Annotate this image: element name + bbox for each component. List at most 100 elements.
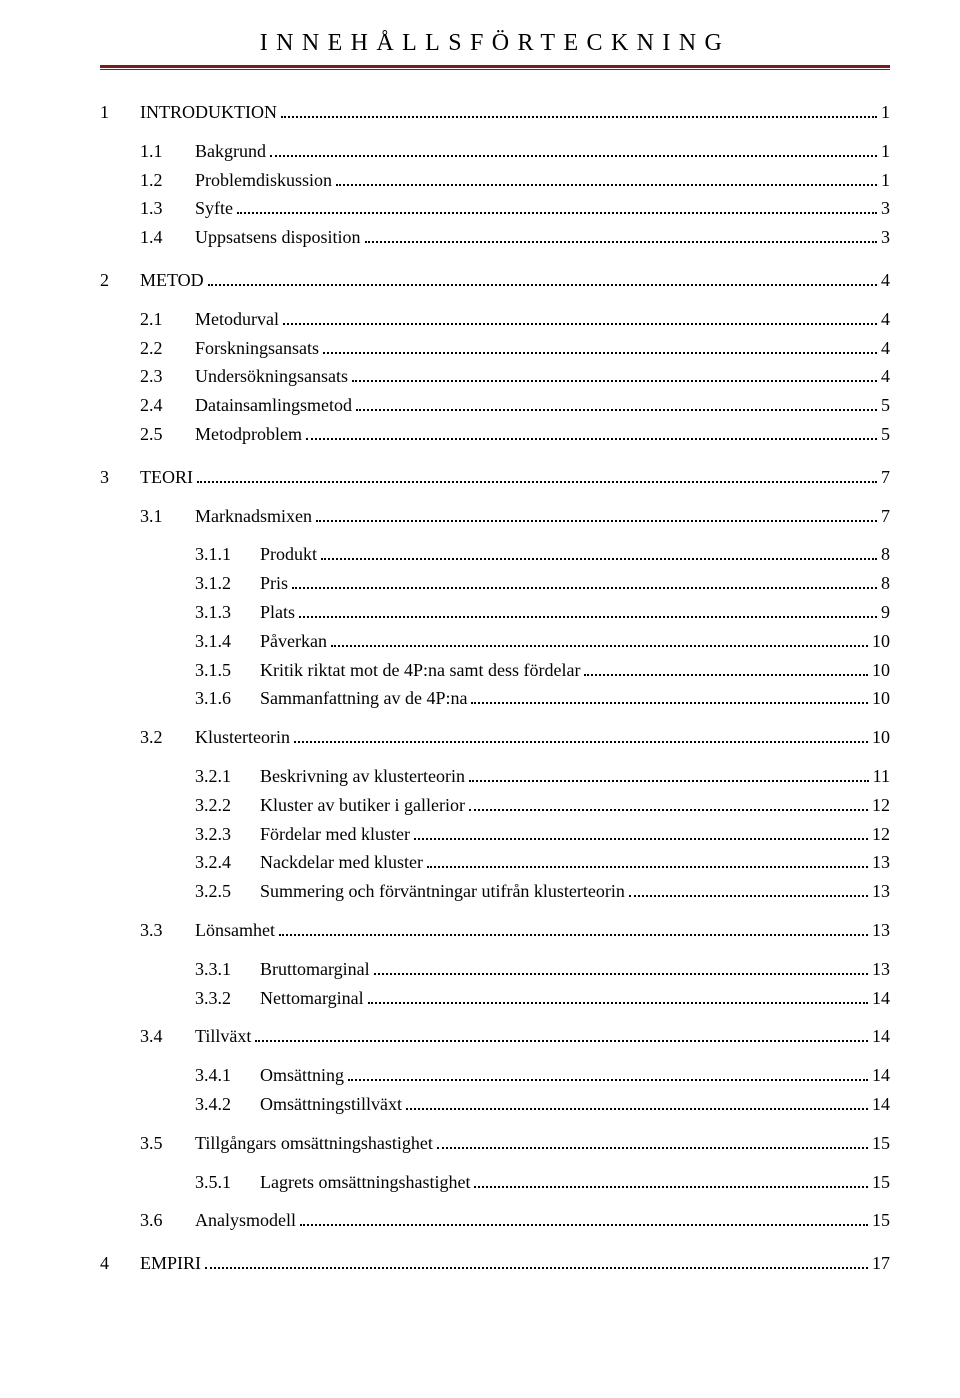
toc-page: 15 bbox=[872, 1168, 890, 1197]
toc-page: 3 bbox=[881, 223, 890, 252]
toc-number: 2.2 bbox=[140, 334, 195, 363]
toc-page: 8 bbox=[881, 540, 890, 569]
toc-label: Omsättning bbox=[260, 1061, 344, 1090]
dot-leader bbox=[283, 307, 877, 325]
toc-page: 11 bbox=[873, 762, 890, 791]
toc-label: TEORI bbox=[140, 463, 193, 492]
dot-leader bbox=[279, 918, 868, 936]
toc-row: 3.1.4Påverkan10 bbox=[100, 627, 890, 656]
toc-page: 14 bbox=[872, 984, 890, 1013]
toc-number: 2.1 bbox=[140, 305, 195, 334]
toc-row: 3.3.1Bruttomarginal13 bbox=[100, 955, 890, 984]
toc-label: Lagrets omsättningshastighet bbox=[260, 1168, 470, 1197]
toc-number: 1.4 bbox=[140, 223, 195, 252]
toc-number: 3.4.1 bbox=[195, 1061, 260, 1090]
toc-label: Tillväxt bbox=[195, 1022, 251, 1051]
dot-leader bbox=[469, 764, 869, 782]
toc-number: 3 bbox=[100, 463, 140, 492]
toc-label: Produkt bbox=[260, 540, 317, 569]
dot-leader bbox=[414, 822, 868, 840]
dot-leader bbox=[427, 850, 868, 868]
toc-row: 3.4.1Omsättning14 bbox=[100, 1061, 890, 1090]
toc-label: Påverkan bbox=[260, 627, 327, 656]
toc-page: 14 bbox=[872, 1090, 890, 1119]
toc-label: Sammanfattning av de 4P:na bbox=[260, 684, 467, 713]
toc-page: 4 bbox=[881, 266, 890, 295]
toc-number: 3.3 bbox=[140, 916, 195, 945]
toc-label: Datainsamlingsmetod bbox=[195, 391, 352, 420]
toc-row: 3.2.1Beskrivning av klusterteorin11 bbox=[100, 762, 890, 791]
toc-row: 3.1.6Sammanfattning av de 4P:na10 bbox=[100, 684, 890, 713]
toc-label: METOD bbox=[140, 266, 204, 295]
toc-row: 3.4.2Omsättningstillväxt14 bbox=[100, 1090, 890, 1119]
toc-number: 3.3.2 bbox=[195, 984, 260, 1013]
toc-row: 3.1.5Kritik riktat mot de 4P:na samt des… bbox=[100, 656, 890, 685]
toc-number: 3.1.6 bbox=[195, 684, 260, 713]
dot-leader bbox=[374, 957, 868, 975]
toc-number: 3.1.3 bbox=[195, 598, 260, 627]
toc-page: 4 bbox=[881, 362, 890, 391]
toc-number: 3.6 bbox=[140, 1206, 195, 1235]
title-rule bbox=[100, 65, 890, 70]
toc-page: 13 bbox=[872, 877, 890, 906]
dot-leader bbox=[406, 1092, 868, 1110]
toc-page: 15 bbox=[872, 1129, 890, 1158]
toc-page: 5 bbox=[881, 420, 890, 449]
toc-number: 3.5 bbox=[140, 1129, 195, 1158]
toc-number: 3.2.3 bbox=[195, 820, 260, 849]
toc-label: Tillgångars omsättningshastighet bbox=[195, 1129, 433, 1158]
dot-leader bbox=[365, 225, 877, 243]
toc-label: Bruttomarginal bbox=[260, 955, 370, 984]
dot-leader bbox=[356, 393, 877, 411]
dot-leader bbox=[255, 1024, 868, 1042]
toc-label: Metodurval bbox=[195, 305, 279, 334]
toc-page: 8 bbox=[881, 569, 890, 598]
toc-label: Klusterteorin bbox=[195, 723, 290, 752]
toc-row: 3.1.3Plats9 bbox=[100, 598, 890, 627]
toc-row: 1.3Syfte3 bbox=[100, 194, 890, 223]
toc-row: 3.1.1Produkt8 bbox=[100, 540, 890, 569]
toc-page: 7 bbox=[881, 502, 890, 531]
dot-leader bbox=[321, 542, 877, 560]
toc-number: 1.1 bbox=[140, 137, 195, 166]
toc-number: 2.4 bbox=[140, 391, 195, 420]
toc-page: 4 bbox=[881, 334, 890, 363]
toc-row: 2METOD 4 bbox=[100, 266, 890, 295]
toc-page: 10 bbox=[872, 723, 890, 752]
toc-page: 9 bbox=[881, 598, 890, 627]
toc-page: 13 bbox=[872, 955, 890, 984]
toc-label: Kluster av butiker i gallerior bbox=[260, 791, 465, 820]
toc-row: 3.6Analysmodell15 bbox=[100, 1206, 890, 1235]
toc-number: 2 bbox=[100, 266, 140, 295]
toc-row: 4EMPIRI17 bbox=[100, 1249, 890, 1278]
toc-container: 1INTRODUKTION11.1Bakgrund11.2Problemdisk… bbox=[100, 98, 890, 1278]
dot-leader bbox=[294, 725, 868, 743]
dot-leader bbox=[197, 465, 877, 483]
toc-row: 3.3Lönsamhet13 bbox=[100, 916, 890, 945]
toc-label: Problemdiskussion bbox=[195, 166, 332, 195]
dot-leader bbox=[306, 422, 877, 440]
toc-number: 3.2.5 bbox=[195, 877, 260, 906]
toc-label: Forskningsansats bbox=[195, 334, 319, 363]
toc-number: 1.2 bbox=[140, 166, 195, 195]
toc-row: 1.2Problemdiskussion1 bbox=[100, 166, 890, 195]
toc-label: Nackdelar med kluster bbox=[260, 848, 423, 877]
toc-page: 15 bbox=[872, 1206, 890, 1235]
toc-row: 3.2.3Fördelar med kluster12 bbox=[100, 820, 890, 849]
toc-number: 3.1.5 bbox=[195, 656, 260, 685]
toc-label: EMPIRI bbox=[140, 1249, 201, 1278]
toc-label: Beskrivning av klusterteorin bbox=[260, 762, 465, 791]
page-title: INNEHÅLLSFÖRTECKNING bbox=[100, 30, 890, 63]
toc-page: 14 bbox=[872, 1022, 890, 1051]
dot-leader bbox=[368, 986, 868, 1004]
toc-page: 3 bbox=[881, 194, 890, 223]
toc-label: Nettomarginal bbox=[260, 984, 364, 1013]
dot-leader bbox=[292, 571, 877, 589]
dot-leader bbox=[270, 139, 877, 157]
dot-leader bbox=[281, 100, 877, 118]
toc-row: 1.1Bakgrund1 bbox=[100, 137, 890, 166]
dot-leader bbox=[237, 196, 877, 214]
toc-number: 2.5 bbox=[140, 420, 195, 449]
toc-label: Pris bbox=[260, 569, 288, 598]
toc-number: 1 bbox=[100, 98, 140, 127]
